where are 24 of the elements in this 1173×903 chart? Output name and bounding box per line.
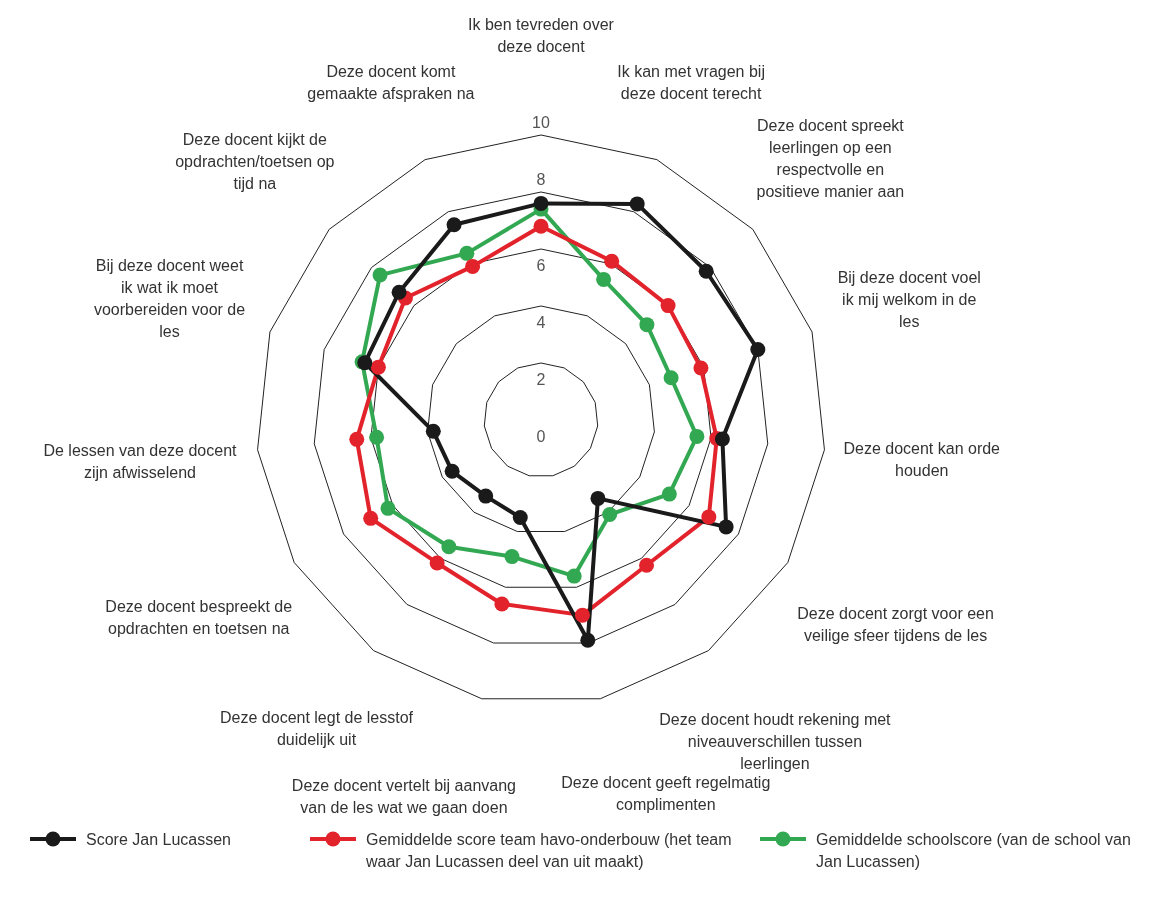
spoke-label: Deze docent bespreekt de opdrachten en toetsen na <box>105 597 293 637</box>
legend-label: Score Jan Lucassen <box>86 830 232 850</box>
legend-label: Gemiddelde schoolscore (van de school van Jan Lucassen) <box>816 830 1132 872</box>
spoke-label: Deze docent komt gemaakte afspraken na <box>307 62 475 102</box>
spoke-label: Ik kan met vragen bij deze docent terecht <box>617 62 765 102</box>
spoke-label: Ik ben tevreden over deze docent <box>468 16 615 55</box>
y-tick-label: 10 <box>532 114 550 132</box>
legend-label: Gemiddelde score team havo-onderbouw (het team waar Jan Lucassen deel van uit maakt) <box>366 830 733 872</box>
spoke-label: Deze docent houdt rekening met niveauverschillen tussen leerlingen <box>659 710 892 772</box>
spoke-label: Deze docent spreekt leerlingen op een respectvolle en positieve manier aan <box>756 117 905 201</box>
spoke-label: Deze docent zorgt voor een veilige sfeer tijdens de les <box>797 604 994 644</box>
spoke-label: Deze docent kan orde houden <box>843 440 1001 480</box>
spoke-label: Deze docent kijkt de opdrachten/toetsen op tijd na <box>175 131 335 193</box>
spoke-label: Bij deze docent voel ik mij welkom in de les <box>837 269 981 331</box>
y-tick-label: 8 <box>536 171 546 189</box>
y-tick-label: 2 <box>536 370 546 388</box>
y-tick-label: 4 <box>536 313 546 331</box>
y-tick-label: 6 <box>536 256 546 274</box>
spoke-label: Deze docent vertelt bij aanvang van de les wat we gaan doen <box>291 776 516 816</box>
spoke-label: Bij deze docent weet ik wat ik moet voorbereiden voor de les <box>93 257 246 341</box>
spoke-label: De lessen van deze docent zijn afwisselend <box>43 442 238 482</box>
spoke-label: Deze docent geeft regelmatig complimenten <box>561 774 771 814</box>
y-tick-label: 0 <box>536 427 546 445</box>
spoke-label: Deze docent legt de lesstof duidelijk uit <box>220 708 414 748</box>
